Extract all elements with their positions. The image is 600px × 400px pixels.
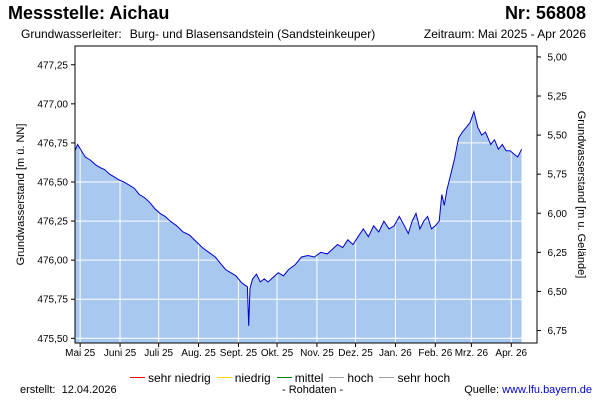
x-tick-label: Mai 25 <box>65 348 95 359</box>
legend-item: sehr hoch <box>379 371 450 385</box>
legend-swatch <box>329 377 345 378</box>
created-date: 12.04.2026 <box>61 384 117 396</box>
y-right-tick-label: 6,50 <box>548 287 568 298</box>
source-link[interactable]: www.lfu.bayern.de <box>502 384 592 396</box>
legend-label: sehr niedrig <box>148 370 211 385</box>
legend-swatch <box>216 377 232 378</box>
x-tick-label: Sept. 25 <box>220 348 258 359</box>
legend-swatch <box>379 377 395 378</box>
x-tick-label: Jan. 26 <box>379 348 412 359</box>
x-tick-label: Okt. 25 <box>261 348 294 359</box>
aquifer-line: Grundwasserleiter: Burg- und Blasensandst… <box>21 27 375 41</box>
x-tick-label: Mrz. 26 <box>455 348 489 359</box>
y-right-tick-label: 6,75 <box>548 326 568 337</box>
x-tick-label: Nov. 25 <box>300 348 334 359</box>
legend-label: niedrig <box>234 370 271 385</box>
period-label: Zeitraum: Mai 2025 - Apr 2026 <box>423 27 586 41</box>
y-tick-label: 477,25 <box>37 60 68 71</box>
y-tick-label: 476,50 <box>37 177 68 188</box>
x-tick-label: Feb. 26 <box>418 348 452 359</box>
y-axis-label: Grundwasserstand [m ü. NN] <box>15 124 27 266</box>
legend-label: hoch <box>347 370 374 385</box>
created-info: erstellt: 12.04.2026 <box>20 384 117 396</box>
plot-frame <box>74 45 538 344</box>
y-tick-label: 476,25 <box>37 217 68 228</box>
y-right-tick-label: 5,25 <box>548 92 568 103</box>
legend-item: mittel <box>276 370 324 385</box>
y-tick-label: 477,00 <box>37 99 68 110</box>
legend-swatch <box>130 377 145 378</box>
source-label: Quelle: <box>464 384 500 396</box>
legend: sehr niedrig niedrig mittel hoch sehr hoch <box>130 367 456 385</box>
station-title: Messstelle: Aichau <box>8 3 170 23</box>
source-info: Quelle: www.lfu.bayern.de <box>464 384 592 396</box>
legend-swatch <box>276 377 292 378</box>
x-tick-label: Apr. 26 <box>495 348 527 359</box>
x-tick-label: Juli 25 <box>144 348 173 359</box>
legend-item: hoch <box>329 371 373 385</box>
y-tick-label: 476,00 <box>37 256 68 267</box>
series-area <box>75 111 522 343</box>
created-label: erstellt: <box>20 384 56 396</box>
y-right-tick-label: 5,50 <box>548 131 568 142</box>
y-right-tick-label: 5,75 <box>548 170 568 181</box>
station-number: Nr: 56808 <box>504 3 586 23</box>
legend-item: niedrig <box>216 370 271 385</box>
legend-label: sehr hoch <box>397 370 451 385</box>
y-right-tick-label: 6,00 <box>548 209 568 220</box>
legend-label: mittel <box>294 370 324 385</box>
y-tick-label: 475,75 <box>37 295 68 306</box>
x-tick-label: Aug. 25 <box>181 348 216 359</box>
raw-data-note: - Rohdaten - <box>282 384 344 396</box>
y-right-tick-label: 5,00 <box>548 52 568 63</box>
y-right-tick-label: 6,25 <box>548 248 568 259</box>
x-tick-label: Juni 25 <box>104 348 137 359</box>
legend-item: sehr niedrig <box>130 371 211 385</box>
series-line <box>74 109 523 326</box>
aquifer-value: Burg- und Blasensandstein (Sandsteinkeup… <box>129 27 376 41</box>
y-tick-label: 476,75 <box>37 138 68 149</box>
aquifer-label: Grundwasserleiter: <box>21 27 122 41</box>
y-tick-label: 475,50 <box>37 334 68 345</box>
x-tick-label: Dez. 25 <box>338 348 373 359</box>
y-right-axis-label: Grundwasserstand [m u. Gelände] <box>575 111 587 279</box>
